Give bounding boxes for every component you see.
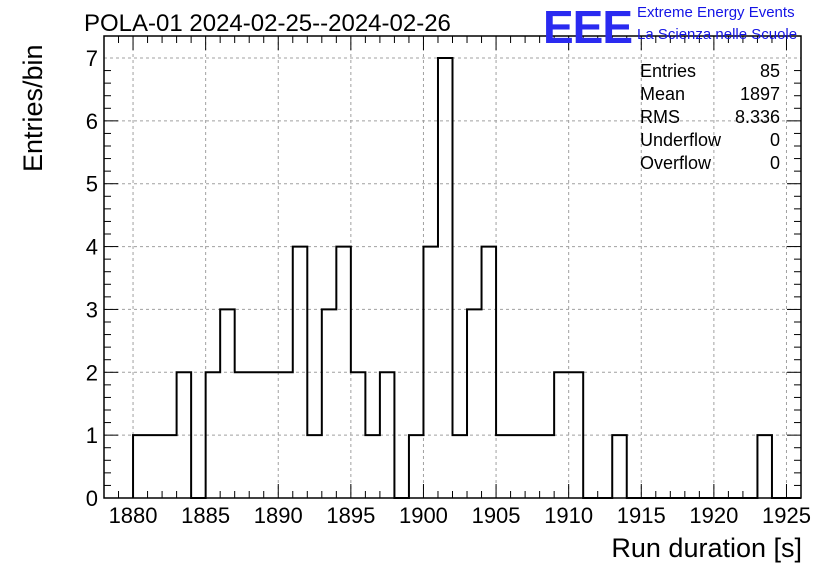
x-tick-label-1920: 1920: [689, 503, 738, 528]
x-tick-label-1925: 1925: [762, 503, 811, 528]
histogram-bin-1891: [293, 247, 308, 498]
stat-entries: Entries 85: [640, 61, 780, 81]
x-tick-label-1895: 1895: [326, 503, 375, 528]
x-tick-label-1890: 1890: [254, 503, 303, 528]
x-tick-label-1900: 1900: [399, 503, 448, 528]
histogram-bin-1910: [569, 372, 584, 498]
histogram-bin-1902: [453, 435, 468, 498]
logo-line-2: La Scienza nelle Scuole: [637, 26, 798, 43]
histogram-bin-1889: [264, 372, 279, 498]
stat-overflow: Overflow 0: [640, 153, 780, 173]
y-tick-label-4: 4: [86, 235, 98, 260]
histogram-bin-1882: [162, 435, 177, 498]
y-tick-label-6: 6: [86, 109, 98, 134]
histogram-bin-1892: [307, 435, 322, 498]
histogram-bin-1881: [148, 435, 163, 498]
histogram-bin-1907: [525, 435, 540, 498]
histogram-bin-1901: [438, 58, 453, 498]
x-tick-label-1915: 1915: [617, 503, 666, 528]
x-tick-label-1910: 1910: [544, 503, 593, 528]
eee-logo: EEE: [543, 1, 633, 53]
y-tick-label-2: 2: [86, 360, 98, 385]
y-tick-label-0: 0: [86, 486, 98, 511]
x-tick-label-1880: 1880: [109, 503, 158, 528]
histogram-bin-1903: [467, 309, 482, 498]
histogram-bin-1906: [511, 435, 526, 498]
stat-mean: Mean 1897: [640, 84, 780, 104]
histogram-bin-1880: [133, 435, 148, 498]
logo-line-1: Extreme Energy Events: [637, 4, 795, 21]
histogram-bin-1896: [365, 435, 380, 498]
y-tick-label-3: 3: [86, 297, 98, 322]
chart-title: POLA-01 2024-02-25--2024-02-26: [84, 10, 451, 37]
x-tick-label-1905: 1905: [472, 503, 521, 528]
histogram-bin-1923: [757, 435, 772, 498]
x-axis-label: Run duration [s]: [611, 533, 802, 563]
histogram-bin-1905: [496, 435, 511, 498]
stat-underflow: Underflow 0: [640, 130, 780, 150]
y-tick-label-1: 1: [86, 423, 98, 448]
histogram-bin-1899: [409, 435, 424, 498]
histogram-bin-1913: [612, 435, 627, 498]
y-tick-label-5: 5: [86, 172, 98, 197]
stat-rms: RMS 8.336: [640, 107, 780, 127]
y-tick-label-7: 7: [86, 46, 98, 71]
x-tick-label-1885: 1885: [181, 503, 230, 528]
histogram-bin-1908: [540, 435, 555, 498]
histogram-bin-1893: [322, 309, 337, 498]
stats-box: Entries 85 Mean 1897 RMS 8.336 Underflow 0 O…: [640, 60, 780, 175]
histogram-bin-1886: [220, 309, 235, 498]
